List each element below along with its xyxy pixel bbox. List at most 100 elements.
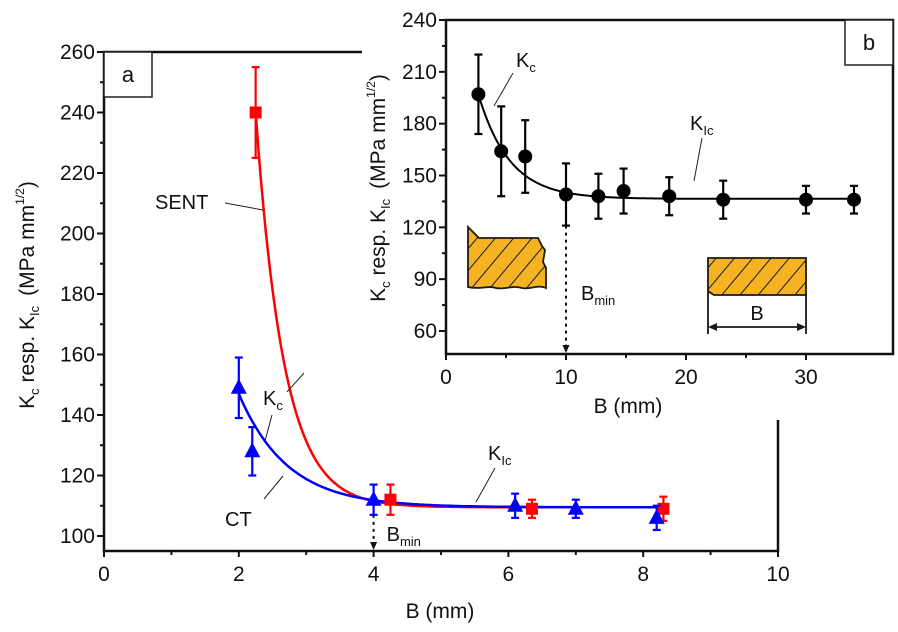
panel-b-y-ticks: 60 90 120 150 180 210 240 (402, 9, 446, 343)
data-point-k (591, 172, 606, 220)
square-marker (249, 106, 262, 119)
circle-marker (616, 184, 631, 199)
bmin-label-a: Bmin (387, 524, 421, 549)
kc-label-a: Kc (263, 388, 283, 413)
y-tick-label: 100 (60, 525, 95, 548)
kic-leader-line-b (693, 137, 703, 182)
specimen-cross-section-icon (707, 257, 807, 296)
triangle-marker (244, 442, 261, 458)
circle-marker (471, 87, 486, 102)
panel-b-y-axis-title: Kc resp. KIc(MPa mm1/2) (364, 74, 393, 302)
kc-label-b: Kc (516, 50, 536, 75)
circle-marker (559, 187, 573, 202)
data-point-k (471, 53, 486, 136)
y-tick-label: 120 (60, 465, 95, 488)
data-point-k (847, 184, 861, 215)
panel-a-fit-curves (237, 112, 664, 509)
panel-b-label: b (863, 30, 875, 55)
x-tick-label: 4 (368, 563, 380, 586)
y-tick-label: 210 (402, 61, 437, 84)
ct-leader-line (263, 475, 284, 500)
panel-b: 0 10 20 30 60 90 120 150 180 210 240 b Kc KIc Bmi… (362, 0, 898, 420)
data-point-sent (525, 498, 538, 519)
data-point-ct (648, 504, 665, 532)
panel-a-label-box (103, 51, 153, 98)
data-point-ct (507, 492, 524, 519)
panel-a-label: a (122, 62, 135, 87)
data-point-ct (244, 426, 261, 477)
y-tick-label: 90 (414, 268, 437, 291)
data-point-k (716, 179, 731, 220)
kic-label-a: KIc (488, 443, 512, 468)
triangle-marker (567, 499, 584, 515)
fit-curve-ct (237, 393, 657, 509)
x-tick-label: 20 (674, 366, 697, 389)
fractured-specimen-icon (467, 224, 547, 290)
panel-a-x-ticks: 0 2 4 6 8 10 (98, 551, 790, 586)
triangle-marker (230, 378, 247, 394)
y-tick-label: 240 (402, 9, 437, 32)
y-tick-label: 220 (60, 162, 95, 185)
panel-b-x-ticks: 0 10 20 30 (440, 354, 818, 389)
kc-leader-line-b (493, 72, 514, 107)
circle-marker (518, 149, 533, 164)
square-marker (657, 502, 670, 515)
data-point-ct (567, 498, 584, 519)
data-point-sent (384, 483, 397, 516)
panel-b-plot-frame (444, 18, 895, 356)
panel-b-x-axis-title: B (mm) (594, 395, 663, 418)
kc-leader-line-sent (286, 372, 305, 393)
circle-marker (662, 189, 677, 204)
y-tick-label: 140 (60, 404, 95, 427)
bmin-arrow-a (370, 542, 378, 550)
y-tick-label: 260 (60, 41, 95, 64)
circle-marker (799, 192, 813, 207)
kc-leader-line-ct (264, 414, 273, 442)
x-tick-label: 6 (503, 563, 515, 586)
panel-a-y-axis-title: Kc resp. KIc(MPa mm1/2) (13, 181, 42, 409)
x-tick-label: 8 (637, 563, 649, 586)
y-tick-label: 240 (60, 102, 95, 125)
data-point-k (616, 167, 631, 215)
y-tick-label: 160 (60, 344, 95, 367)
data-point-ct (230, 356, 247, 420)
x-tick-label: 30 (794, 366, 817, 389)
triangle-marker (365, 490, 382, 506)
y-tick-label: 200 (60, 223, 95, 246)
data-point-ct (365, 483, 382, 516)
circle-marker (494, 144, 509, 159)
sent-label: SENT (155, 192, 208, 214)
panel-b-data-points (471, 53, 861, 227)
triangle-marker (507, 496, 524, 512)
panel-a-y-ticks: 100 120 140 160 180 200 220 240 260 (60, 41, 104, 548)
circle-marker (591, 189, 606, 204)
circle-marker (847, 192, 861, 207)
x-tick-label: 10 (554, 366, 577, 389)
panel-a-data-points (230, 66, 670, 532)
ct-label: CT (225, 509, 252, 531)
triangle-marker (648, 508, 665, 524)
sent-leader-line (224, 202, 264, 211)
data-point-k (518, 119, 533, 194)
bmin-arrow-b (562, 345, 570, 353)
bmin-label-b: Bmin (581, 283, 615, 308)
panel-b-label-box (844, 19, 894, 66)
square-marker (384, 493, 397, 506)
data-point-k (799, 184, 813, 215)
y-tick-label: 180 (402, 113, 437, 136)
y-tick-label: 60 (414, 320, 437, 343)
y-tick-label: 120 (402, 216, 437, 239)
x-tick-label: 10 (766, 563, 789, 586)
kic-leader-line-a (475, 467, 496, 503)
data-point-k (662, 176, 677, 217)
x-tick-label: 0 (98, 563, 110, 586)
panel-a-x-axis-title: B (mm) (406, 600, 475, 623)
x-tick-label: 2 (233, 563, 245, 586)
x-tick-label: 0 (440, 366, 452, 389)
square-marker (525, 502, 538, 515)
panel-b-background (362, 0, 898, 420)
y-tick-label: 150 (402, 165, 437, 188)
kic-label-b: KIc (690, 113, 714, 138)
